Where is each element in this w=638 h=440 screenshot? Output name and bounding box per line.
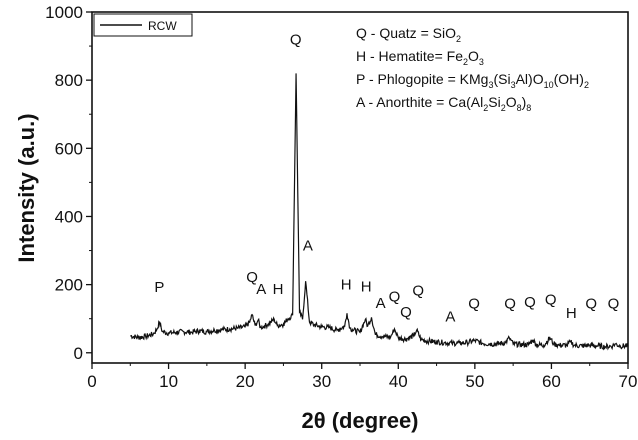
phase-key-line: A - Anorthite = Ca(Al2Si2O8)8 xyxy=(356,94,531,113)
peak-label: A xyxy=(303,238,313,255)
peak-label: A xyxy=(256,281,266,298)
peak-label: H xyxy=(341,277,352,294)
y-tick-label: 1000 xyxy=(45,3,83,22)
peak-label: H xyxy=(361,278,372,295)
peak-label: H xyxy=(273,281,284,298)
peak-label: Q xyxy=(468,295,480,312)
phase-key-line: H - Hematite= Fe2O3 xyxy=(356,48,484,67)
y-tick-label: 800 xyxy=(55,71,83,90)
phase-key-line: P - Phlogopite = KMg3(Si3Al)O10(OH)2 xyxy=(356,71,589,90)
plot-area xyxy=(91,11,629,364)
phase-key: Q - Quatz = SiO2 H - Hematite= Fe2O3 P - P… xyxy=(356,25,589,113)
peak-label: Q xyxy=(504,295,516,312)
peak-label: H xyxy=(566,305,577,322)
x-tick-label: 50 xyxy=(465,372,484,391)
peak-label: Q xyxy=(545,291,557,308)
phase-key-line: Q - Quatz = SiO2 xyxy=(356,25,461,44)
y-axis-title: Intensity (a.u.) xyxy=(14,113,39,262)
x-tick-label: 0 xyxy=(87,372,96,391)
x-tick-label: 30 xyxy=(312,372,331,391)
x-tick-label: 40 xyxy=(389,372,408,391)
y-tick-label: 400 xyxy=(55,207,83,226)
peak-label: P xyxy=(154,279,164,296)
x-tick-label: 70 xyxy=(619,372,638,391)
peak-label: Q xyxy=(608,295,620,312)
legend: RCW xyxy=(93,13,193,37)
peak-label: A xyxy=(376,295,386,312)
legend-label-rcw: RCW xyxy=(148,19,177,33)
series-line-rcw xyxy=(130,73,629,351)
peak-label: Q xyxy=(389,289,401,306)
peak-label: Q xyxy=(412,283,424,300)
peak-label: Q xyxy=(524,294,536,311)
x-axis: 0 10 20 30 40 50 60 70 xyxy=(87,363,637,391)
y-axis: 0 200 400 600 800 1000 xyxy=(45,3,92,363)
x-axis-title: 2θ (degree) xyxy=(301,408,418,433)
x-tick-label: 10 xyxy=(159,372,178,391)
x-tick-label: 20 xyxy=(236,372,255,391)
peak-label: Q xyxy=(585,295,597,312)
peak-label: A xyxy=(445,308,455,325)
x-tick-label: 60 xyxy=(542,372,561,391)
y-tick-label: 600 xyxy=(55,139,83,158)
y-tick-label: 200 xyxy=(55,276,83,295)
plot-frame xyxy=(91,11,629,364)
y-tick-label: 0 xyxy=(74,344,83,363)
legend-box xyxy=(93,13,193,37)
peak-label: Q xyxy=(400,304,412,321)
peak-label: Q xyxy=(246,269,258,286)
peak-label: Q xyxy=(290,32,302,49)
